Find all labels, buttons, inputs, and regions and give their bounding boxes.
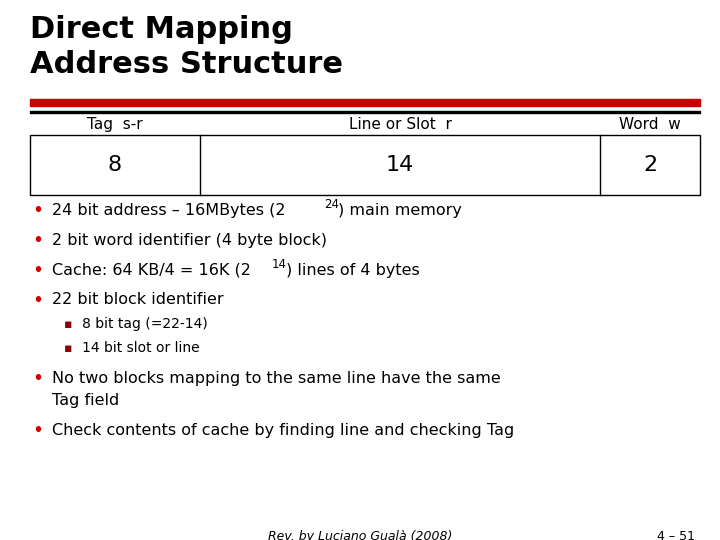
Text: 2 bit word identifier (4 byte block): 2 bit word identifier (4 byte block) (52, 233, 327, 247)
Text: •: • (32, 368, 44, 388)
Text: 22 bit block identifier: 22 bit block identifier (52, 293, 224, 307)
Text: 2: 2 (643, 155, 657, 175)
Text: ) lines of 4 bytes: ) lines of 4 bytes (286, 262, 420, 278)
Text: •: • (32, 231, 44, 249)
Text: Address Structure: Address Structure (30, 50, 343, 79)
Text: Tag  s-r: Tag s-r (87, 117, 143, 132)
Text: 14: 14 (272, 258, 287, 271)
Text: 14: 14 (386, 155, 414, 175)
Text: 4 – 51: 4 – 51 (657, 530, 695, 540)
Text: •: • (32, 200, 44, 219)
Text: Line or Slot  r: Line or Slot r (348, 117, 451, 132)
Text: 8: 8 (108, 155, 122, 175)
Text: Rev. by Luciano Gualà (2008): Rev. by Luciano Gualà (2008) (268, 530, 452, 540)
Text: 24 bit address – 16MBytes (2: 24 bit address – 16MBytes (2 (52, 202, 286, 218)
Bar (30, 135, 700, 195)
Text: 14 bit slot or line: 14 bit slot or line (82, 341, 199, 355)
Text: ▪: ▪ (64, 318, 72, 330)
Text: 8 bit tag (=22-14): 8 bit tag (=22-14) (82, 317, 208, 331)
Text: Cache: 64 KB/4 = 16K (2: Cache: 64 KB/4 = 16K (2 (52, 262, 251, 278)
Text: Tag field: Tag field (52, 393, 120, 408)
Text: Direct Mapping: Direct Mapping (30, 15, 293, 44)
Text: ) main memory: ) main memory (338, 202, 462, 218)
Text: 24: 24 (324, 198, 339, 211)
Text: ▪: ▪ (64, 341, 72, 354)
Text: No two blocks mapping to the same line have the same: No two blocks mapping to the same line h… (52, 370, 500, 386)
Text: •: • (32, 260, 44, 280)
Text: •: • (32, 291, 44, 309)
Text: •: • (32, 421, 44, 440)
Text: Check contents of cache by finding line and checking Tag: Check contents of cache by finding line … (52, 422, 514, 437)
Text: Word  w: Word w (619, 117, 681, 132)
